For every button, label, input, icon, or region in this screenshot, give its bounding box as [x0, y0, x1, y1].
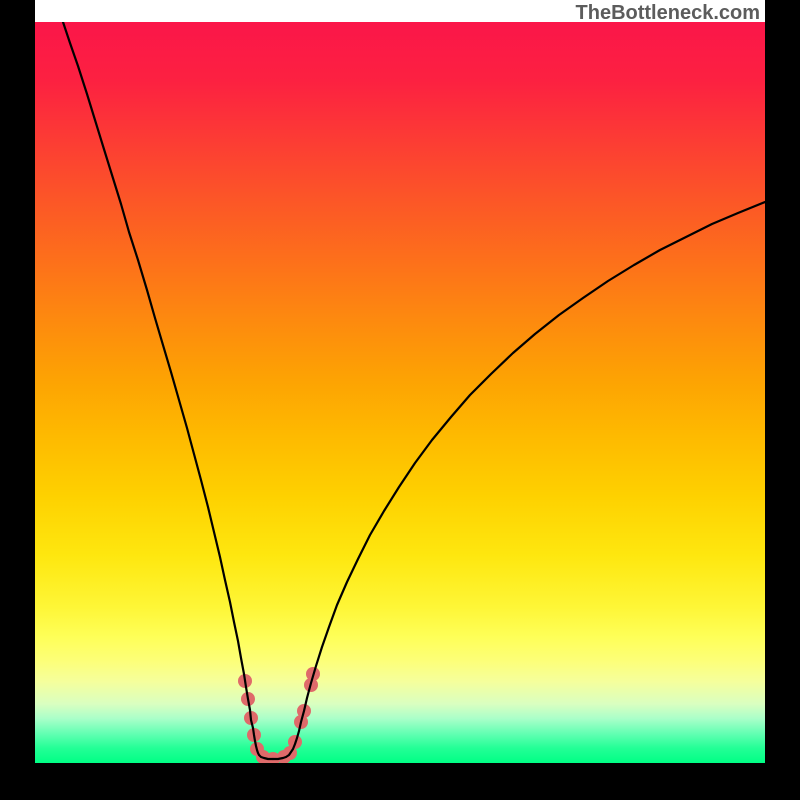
plot-area [35, 22, 765, 763]
frame-bottom [0, 763, 800, 800]
frame-right [765, 0, 800, 800]
frame-left [0, 0, 35, 800]
watermark-text: TheBottleneck.com [576, 2, 760, 25]
chart-container: TheBottleneck.com [0, 0, 800, 800]
gradient-background [35, 22, 765, 763]
